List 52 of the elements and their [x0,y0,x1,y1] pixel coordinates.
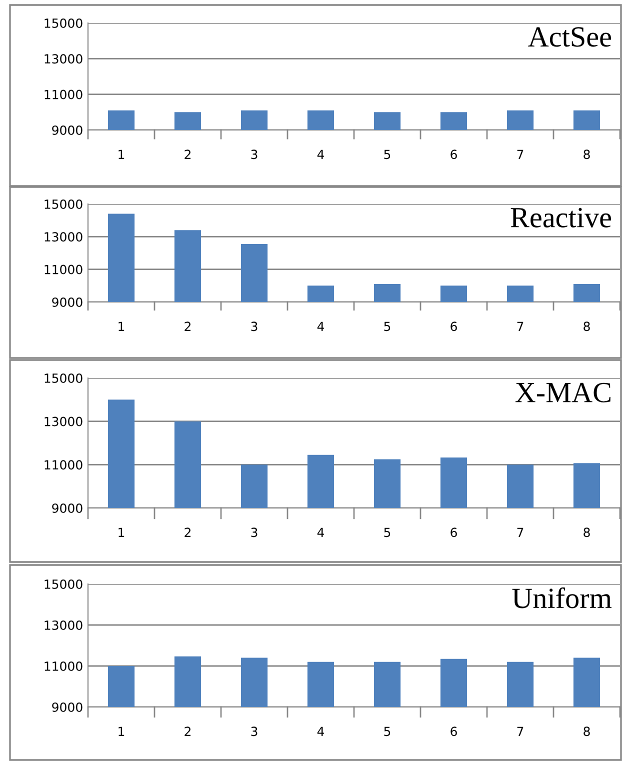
x-tick-label: 6 [450,726,457,736]
x-tick-label: 7 [517,528,524,537]
x-tick-label: 3 [251,150,258,160]
x-tick-label: 6 [450,322,457,332]
x-tick-label: 2 [184,322,190,331]
x-tick-label: 7 [517,322,524,331]
x-tick-label: 4 [317,528,324,537]
x-tick-label: 6 [450,528,457,538]
x-tick-label: 1 [118,726,124,736]
x-tick-label: 3 [251,528,258,538]
x-tick-label: 7 [517,150,524,159]
x-tick-label: 1 [118,150,124,159]
x-tick-label: 7 [517,726,524,736]
x-tick-label: 1 [118,528,124,537]
chart-title: Reactive [510,208,612,228]
y-tick-label: 15000 [44,18,82,28]
x-tick-label: 1 [118,322,124,331]
y-tick-label: 15000 [44,373,82,383]
x-tick-label: 4 [317,322,324,331]
x-tick-label: 5 [384,150,390,160]
x-tick-label: 3 [251,322,258,332]
x-tick-label: 6 [450,150,457,160]
chart-title: ActSee [528,27,612,47]
x-tick-label: 8 [584,726,590,736]
y-tick-label: 11000 [44,264,82,274]
x-tick-label: 4 [317,150,324,159]
x-tick-label: 8 [584,322,590,332]
y-tick-label: 13000 [44,232,82,242]
y-tick-label: 11000 [44,460,82,470]
y-tick-label: 13000 [44,416,82,426]
y-tick-label: 9000 [52,503,82,513]
y-tick-label: 11000 [44,661,82,671]
y-tick-label: 9000 [52,702,82,712]
y-tick-label: 15000 [44,199,82,209]
chart-title: Uniform [512,587,612,608]
y-tick-label: 13000 [44,54,82,64]
x-tick-label: 8 [584,528,590,538]
y-tick-label: 15000 [44,579,82,589]
y-tick-label: 11000 [44,90,82,100]
chart-title: X-MAC [515,382,610,402]
x-tick-label: 8 [584,150,590,160]
x-tick-label: 5 [384,528,390,538]
y-tick-label: 13000 [44,620,82,630]
y-tick-label: 9000 [52,125,82,135]
y-tick-label: 9000 [52,297,82,307]
x-tick-label: 2 [184,150,190,159]
x-tick-label: 5 [384,322,390,332]
x-tick-label: 2 [184,528,190,537]
x-tick-label: 2 [184,726,190,736]
x-tick-label: 4 [317,726,324,736]
x-tick-label: 5 [384,726,390,736]
x-tick-label: 3 [251,726,258,736]
